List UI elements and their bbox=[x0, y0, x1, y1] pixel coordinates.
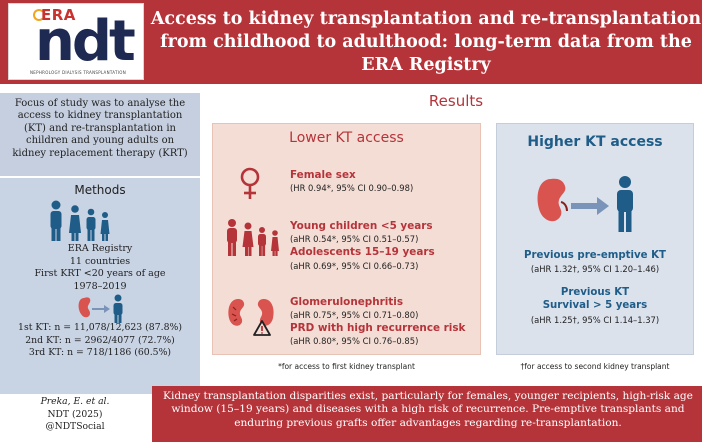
graft-survival-label: Survival > 5 years bbox=[542, 300, 648, 311]
conclusion-text: Kidney transplantation disparities exist… bbox=[163, 390, 693, 429]
kidney-to-person-icon bbox=[78, 294, 123, 323]
ndt-logo-text: ndt bbox=[35, 9, 136, 74]
logo-subtitle: NEPHROLOGY DIALYSIS TRANSPLANTATION bbox=[30, 70, 126, 75]
era-logo-text: ERA bbox=[41, 6, 76, 24]
diseased-kidneys-icon bbox=[228, 299, 274, 336]
higher-kt-access-panel bbox=[496, 123, 694, 355]
pre-emptive-kt-stat: (aHR 1.32†, 95% CI 1.20–1.46) bbox=[530, 264, 660, 274]
era-ring-icon bbox=[33, 9, 45, 21]
page-title: Access to kidney transplantation and re-… bbox=[150, 9, 702, 75]
kt-stat-line: 3rd KT: n = 718/1186 (60.5%) bbox=[28, 347, 172, 359]
female-sex-icon bbox=[240, 167, 260, 199]
registry-line: 1978–2019 bbox=[73, 280, 127, 292]
registry-line: ERA Registry bbox=[67, 243, 133, 254]
registry-line: 11 countries bbox=[69, 255, 131, 267]
citation-social: @NDTSocial bbox=[45, 421, 105, 432]
results-title: Results bbox=[428, 92, 484, 110]
lower-footnote: *for access to first kidney transplant bbox=[278, 362, 415, 371]
kidney-transplant-icon bbox=[537, 176, 633, 232]
adolescents-label: Adolescents 15–19 years bbox=[290, 246, 435, 258]
age-group-icon bbox=[227, 219, 279, 256]
higher-kt-access-title: Higher KT access bbox=[527, 134, 663, 150]
registry-info: ERA Registry 11 countries First KRT <20 … bbox=[0, 243, 200, 293]
glomerulonephritis-stat: (aHR 0.75*, 95% CI 0.71–0.80) bbox=[290, 310, 419, 320]
conclusion-banner bbox=[152, 386, 702, 442]
female-sex-label: Female sex bbox=[290, 169, 356, 181]
graft-survival-stat: (aHR 1.25†, 95% CI 1.14–1.37) bbox=[530, 315, 660, 325]
female-sex-stat: (HR 0.94*, 95% CI 0.90–0.98) bbox=[290, 183, 414, 193]
lower-kt-access-title: Lower KT access bbox=[289, 130, 404, 146]
higher-footnote: †for access to second kidney transplant bbox=[520, 362, 670, 371]
lower-kt-access-panel bbox=[212, 123, 481, 355]
family-icon bbox=[50, 200, 110, 241]
ndt-logo: ERA ndt NEPHROLOGY DIALYSIS TRANSPLANTAT… bbox=[8, 3, 144, 80]
methods-title: Methods bbox=[74, 183, 126, 197]
prd-recurrence-stat: (aHR 0.80*, 95% CI 0.76–0.85) bbox=[290, 336, 419, 346]
citation-authors: Preka, E. et al. bbox=[40, 396, 110, 407]
registry-line: First KRT <20 years of age bbox=[34, 268, 166, 279]
study-focus-text: Focus of study was to analyse the access… bbox=[0, 93, 200, 178]
prd-recurrence-label: PRD with high recurrence risk bbox=[290, 322, 466, 334]
kt-statistics: 1st KT: n = 11,078/12,623 (87.8%) 2nd KT… bbox=[0, 322, 200, 360]
citation: Preka, E. et al. NDT (2025) @NDTSocial bbox=[0, 396, 150, 434]
young-children-label: Young children <5 years bbox=[290, 220, 433, 232]
pre-emptive-kt-label: Previous pre-emptive KT bbox=[524, 250, 666, 261]
citation-journal: NDT (2025) bbox=[47, 408, 103, 420]
glomerulonephritis-label: Glomerulonephritis bbox=[290, 296, 404, 308]
young-children-stat: (aHR 0.54*, 95% CI 0.51–0.57) bbox=[290, 234, 419, 244]
kt-stat-line: 2nd KT: n = 2962/4077 (72.7%) bbox=[25, 334, 175, 346]
kt-stat-line: 1st KT: n = 11,078/12,623 (87.8%) bbox=[18, 322, 182, 333]
adolescents-stat: (aHR 0.69*, 95% CI 0.66–0.73) bbox=[290, 261, 419, 271]
previous-kt-label: Previous KT bbox=[560, 287, 630, 298]
